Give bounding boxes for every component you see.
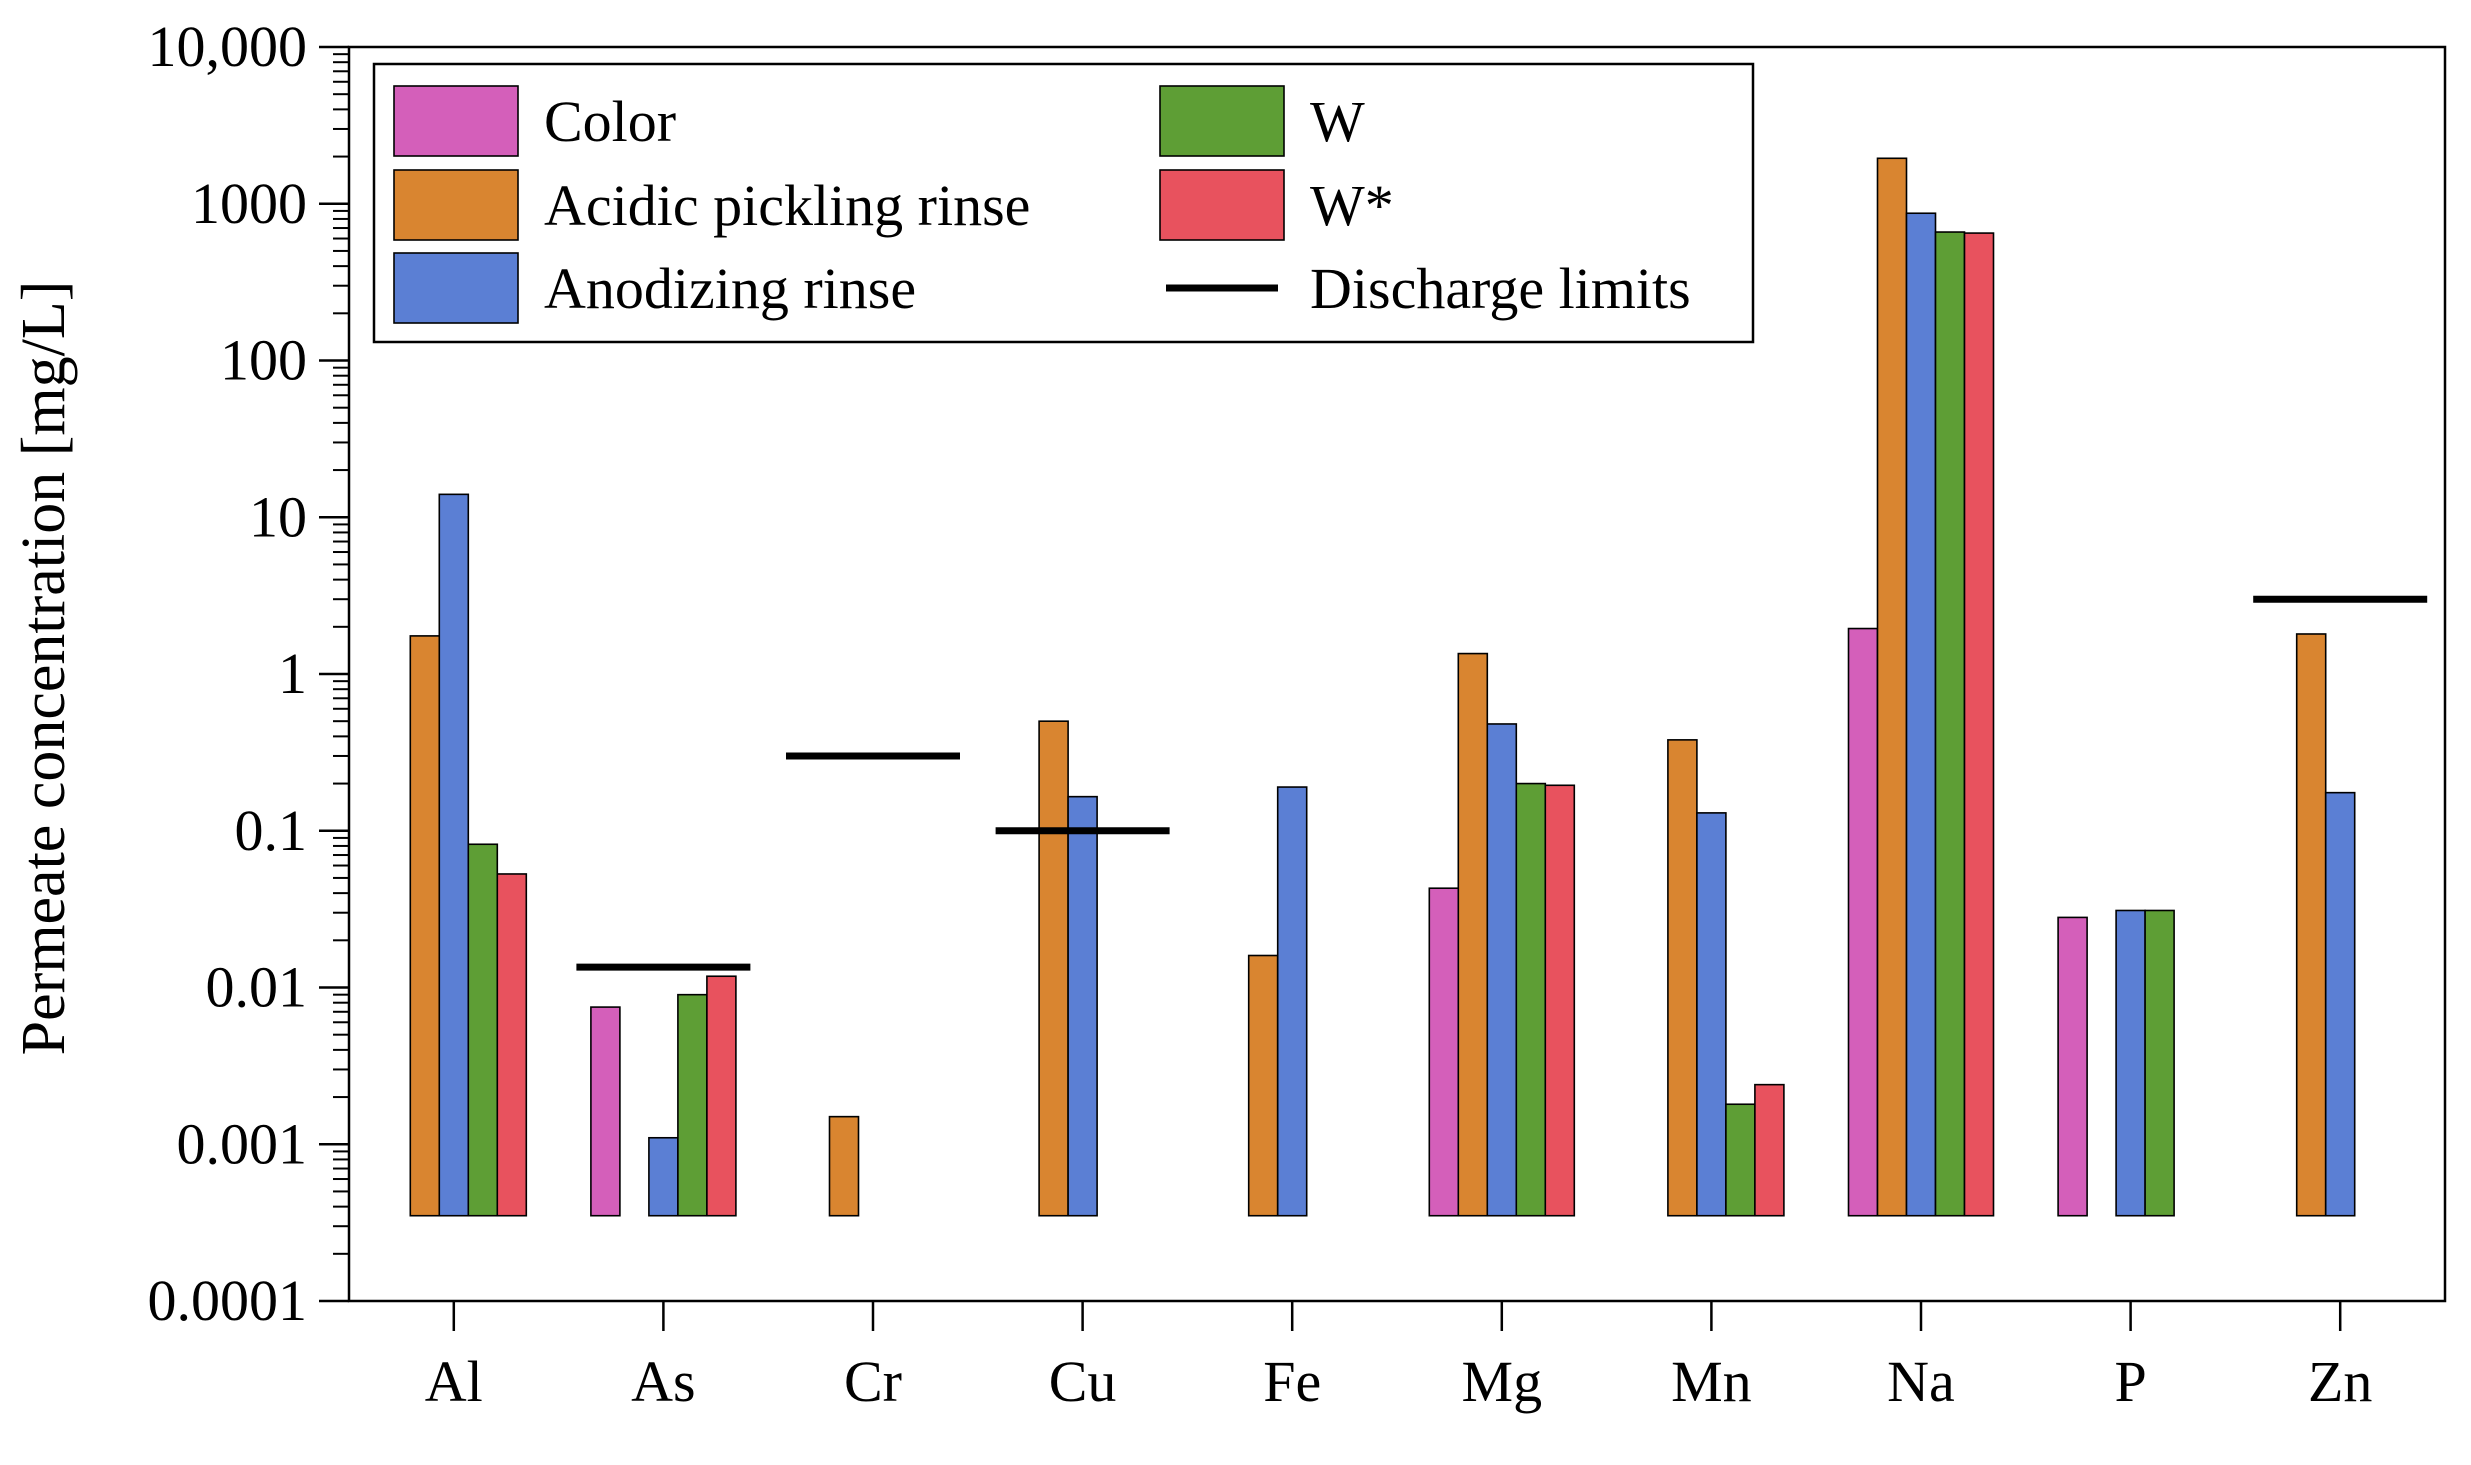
legend-swatch-color bbox=[393, 85, 519, 157]
bar-fe-acidic-pickling-rinse bbox=[1247, 954, 1279, 1217]
bar-cr-acidic-pickling-rinse bbox=[828, 1115, 860, 1217]
discharge-limit-layer bbox=[576, 595, 2428, 971]
bar-as-w- bbox=[706, 975, 737, 1217]
bar-zn-anodizing-rinse bbox=[2324, 791, 2356, 1217]
y-tick-label: 0.1 bbox=[235, 798, 308, 863]
x-tick-label: Cr bbox=[844, 1349, 902, 1414]
bar-na-w bbox=[1934, 231, 1966, 1217]
y-tick-label: 0.001 bbox=[177, 1111, 308, 1176]
y-tick-label: 10 bbox=[249, 484, 307, 549]
legend-label-color: Color bbox=[544, 89, 676, 154]
legend: Color Acidic pickling rinse Anodizing rins… bbox=[372, 62, 1755, 344]
x-tick-label: Fe bbox=[1263, 1349, 1321, 1414]
bar-na-w- bbox=[1963, 232, 1995, 1217]
legend-swatch-w bbox=[1159, 85, 1285, 157]
legend-label-discharge-limits: Discharge limits bbox=[1310, 256, 1691, 321]
bar-as-anodizing-rinse bbox=[648, 1136, 679, 1217]
y-axis-title: Permeate concentration [mg/L] bbox=[10, 281, 78, 1056]
y-tick-label: 10,000 bbox=[148, 14, 308, 79]
legend-swatch-w- bbox=[1159, 169, 1285, 241]
bar-mn-w bbox=[1725, 1103, 1756, 1217]
bar-al-w bbox=[467, 843, 499, 1217]
bar-p-anodizing-rinse bbox=[2115, 909, 2146, 1217]
bar-al-anodizing-rinse bbox=[438, 493, 470, 1217]
x-tick-label: Zn bbox=[2308, 1349, 2372, 1414]
bar-mg-w- bbox=[1544, 784, 1576, 1217]
legend-swatch-acidic-pickling-rinse bbox=[393, 169, 519, 241]
bar-mn-acidic-pickling-rinse bbox=[1667, 739, 1698, 1217]
x-tick-label: Na bbox=[1887, 1349, 1955, 1414]
bar-mg-anodizing-rinse bbox=[1486, 723, 1518, 1217]
legend-label-acidic-pickling-rinse: Acidic pickling rinse bbox=[544, 173, 1030, 238]
legend-swatch-anodizing-rinse bbox=[393, 252, 519, 324]
legend-label-w-: W* bbox=[1310, 173, 1394, 238]
x-tick-label: Mn bbox=[1671, 1349, 1752, 1414]
y-tick-label: 1000 bbox=[191, 171, 307, 236]
bar-mg-acidic-pickling-rinse bbox=[1457, 652, 1489, 1217]
x-tick-label: Al bbox=[425, 1349, 483, 1414]
bar-zn-acidic-pickling-rinse bbox=[2295, 633, 2327, 1217]
y-tick-label: 0.0001 bbox=[148, 1268, 308, 1333]
x-tick-label: Mg bbox=[1462, 1349, 1543, 1414]
bar-cu-anodizing-rinse bbox=[1067, 795, 1098, 1217]
bar-al-acidic-pickling-rinse bbox=[409, 635, 441, 1217]
legend-box bbox=[372, 62, 1755, 344]
x-tick-label: Cu bbox=[1049, 1349, 1117, 1414]
bars-layer bbox=[409, 157, 2356, 1217]
bar-p-color bbox=[2057, 916, 2088, 1217]
bar-na-acidic-pickling-rinse bbox=[1876, 157, 1908, 1217]
bar-cu-acidic-pickling-rinse bbox=[1038, 720, 1069, 1217]
bar-mg-color bbox=[1428, 887, 1460, 1217]
legend-label-w: W bbox=[1310, 89, 1365, 154]
bar-na-color bbox=[1847, 627, 1879, 1217]
x-tick-label: As bbox=[631, 1349, 695, 1414]
bar-na-anodizing-rinse bbox=[1905, 212, 1937, 1217]
bar-mg-w bbox=[1515, 782, 1547, 1217]
bar-al-w- bbox=[496, 873, 528, 1217]
bar-as-w bbox=[677, 993, 708, 1217]
y-tick-label: 100 bbox=[220, 328, 307, 393]
y-tick-label: 1 bbox=[278, 641, 307, 706]
axes-layer: 0.0001 0.001 0.01 0.1 1 10 100 1000 10,000 Al As Cr… bbox=[148, 14, 2447, 1414]
y-tick-label: 0.01 bbox=[206, 955, 308, 1020]
bar-fe-anodizing-rinse bbox=[1276, 786, 1308, 1217]
bar-mn-anodizing-rinse bbox=[1696, 812, 1727, 1217]
bar-mn-w- bbox=[1754, 1083, 1785, 1217]
bar-p-w bbox=[2144, 909, 2175, 1217]
legend-label-anodizing-rinse: Anodizing rinse bbox=[544, 256, 916, 321]
x-tick-label: P bbox=[2114, 1349, 2146, 1414]
bar-as-color bbox=[590, 1006, 621, 1217]
